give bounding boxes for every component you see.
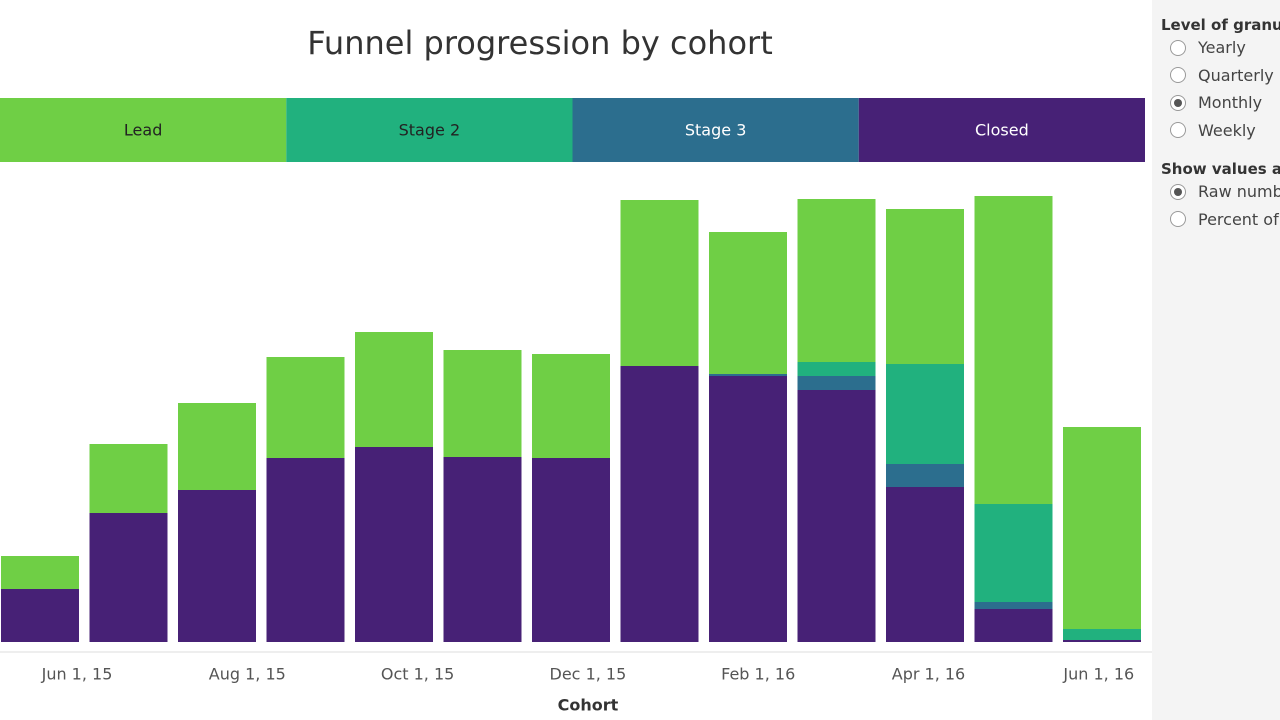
control-panel: Level of granul Yearly Quarterly Monthly Wee… [1152,0,1280,720]
legend-swatch [572,98,859,162]
legend-label: Stage 2 [399,121,461,140]
bar-segment [974,602,1053,609]
radio-button[interactable] [1170,39,1186,56]
bar-segment [178,490,256,642]
radio-button[interactable] [1170,183,1186,200]
radio-button[interactable] [1170,67,1186,83]
bar-segment [974,196,1053,504]
option-label[interactable]: Percent of [1198,209,1279,229]
radio-option[interactable]: Monthly [1170,93,1262,112]
option-label[interactable]: Monthly [1198,93,1263,112]
bar-segment [266,357,345,458]
bar-segment [797,376,876,390]
x-axis-title: Cohort [558,696,619,715]
bar-segment [1,589,79,642]
x-tick-label: Jun 1, 15 [41,665,113,684]
bar-segment [709,376,787,642]
x-tick-label: Aug 1, 15 [209,665,286,684]
legend-swatch [0,98,287,162]
x-tick-label: Oct 1, 15 [381,665,454,684]
bar-segment [797,199,876,362]
bar-segment [443,457,522,642]
bar-segment [532,354,610,458]
bar-segment [797,390,876,642]
legend-label: Closed [975,121,1029,140]
radio-option[interactable]: Percent of [1170,210,1279,229]
bar-segment [886,487,964,642]
bar-segment [1,556,79,589]
bar-segment [355,447,433,642]
bar-segment [532,458,610,642]
bar-segment [886,209,964,364]
legend-label: Lead [124,121,162,140]
bar-segment [1063,427,1141,629]
bar-segment [974,504,1053,602]
legend-label: Stage 3 [685,121,747,140]
bar-segment [620,200,699,366]
bar-segment [443,350,522,457]
radio-option[interactable]: Weekly [1170,121,1256,140]
bar-segment [797,362,876,376]
x-tick-label: Dec 1, 15 [550,665,627,684]
bar-segment [89,444,168,513]
radio-option[interactable]: Raw numb [1170,182,1280,201]
bar-segment [974,609,1053,642]
option-label[interactable]: Raw numb [1198,182,1280,201]
option-label[interactable]: Yearly [1198,38,1246,57]
radio-option[interactable]: Yearly [1170,38,1246,57]
bar-segment [266,458,345,642]
radio-button[interactable] [1170,122,1186,138]
bar-segment [620,366,699,642]
option-label[interactable]: Weekly [1198,120,1256,140]
bar-segment [1063,640,1141,642]
chart: Funnel progression by cohort Cohort Lead… [0,24,1152,715]
bar-segment [89,513,168,642]
radio-button[interactable] [1170,211,1186,227]
bar-segment [709,374,787,376]
bar-segment [1063,629,1141,640]
x-tick-label: Feb 1, 16 [721,665,795,684]
bar-segment [709,232,787,374]
bar-segment [886,464,964,487]
legend-swatch [858,98,1145,162]
x-tick-label: Apr 1, 16 [892,665,965,684]
bar-segment [355,332,433,447]
control-title: Show values as [1161,160,1280,178]
radio-button[interactable] [1170,94,1186,111]
bar-segment [886,364,964,464]
bar-segment [178,403,256,490]
chart-title: Funnel progression by cohort [307,24,772,62]
option-label[interactable]: Quarterly [1198,65,1274,85]
legend-swatch [286,98,573,162]
radio-option[interactable]: Quarterly [1170,66,1274,85]
x-tick-label: Jun 1, 16 [1062,665,1134,684]
control-title: Level of granul [1161,16,1280,34]
